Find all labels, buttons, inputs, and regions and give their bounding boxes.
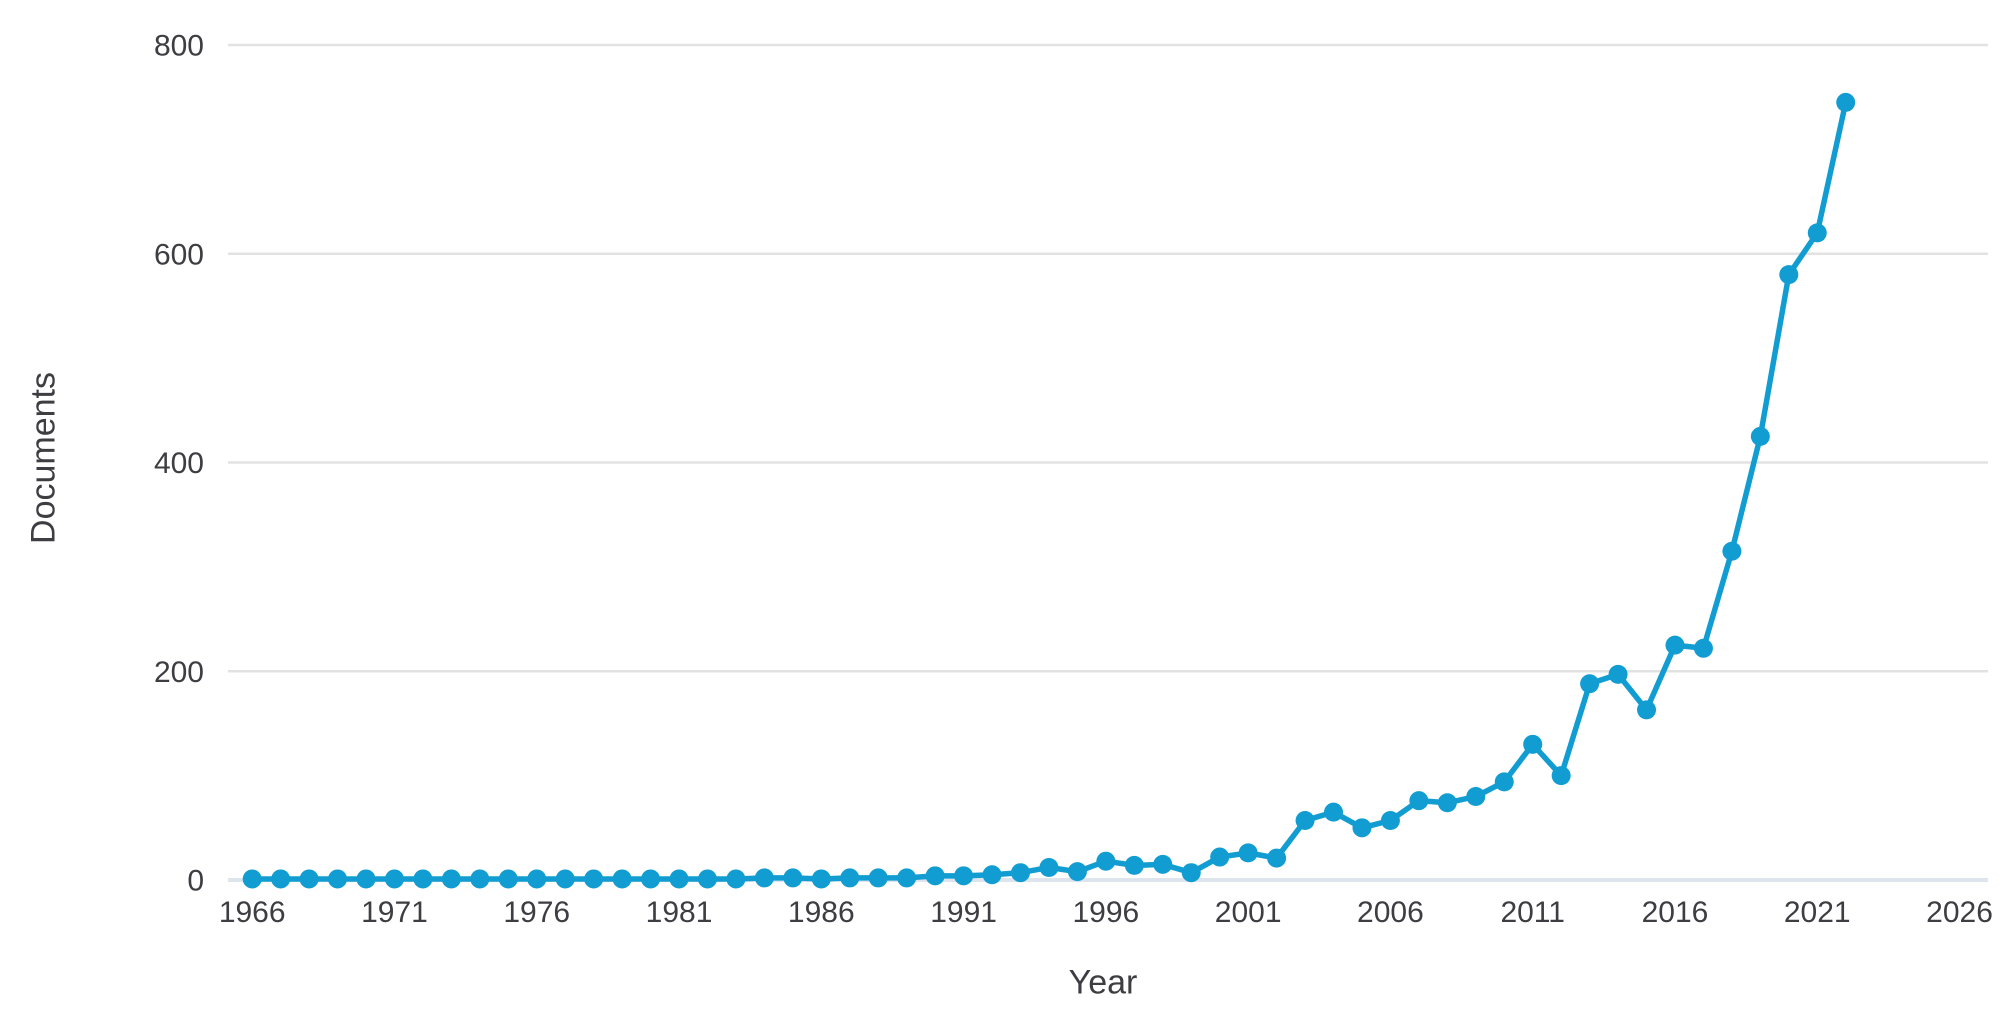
x-tick-label: 1991 [930,896,997,929]
data-point[interactable] [413,869,433,889]
data-point[interactable] [1580,674,1600,694]
data-point[interactable] [1039,857,1059,877]
x-tick-label: 2021 [1784,896,1851,929]
data-point[interactable] [1010,863,1030,883]
data-point[interactable] [527,869,547,889]
y-tick-label: 200 [154,656,204,689]
data-point[interactable] [1807,223,1827,243]
data-point[interactable] [1693,638,1713,658]
x-tick-label: 2006 [1357,896,1424,929]
x-tick-label: 2026 [1926,896,1993,929]
data-point[interactable] [1551,766,1571,786]
data-point[interactable] [1750,426,1770,446]
data-point[interactable] [1181,863,1201,883]
data-point[interactable] [328,869,348,889]
data-point[interactable] [1665,635,1685,655]
data-point[interactable] [299,869,319,889]
data-point[interactable] [470,869,490,889]
data-point[interactable] [669,869,689,889]
data-point[interactable] [356,869,376,889]
x-tick-label: 2001 [1215,896,1282,929]
data-point[interactable] [1153,854,1173,874]
x-tick-label: 2011 [1500,896,1565,929]
data-point[interactable] [1523,734,1543,754]
data-point[interactable] [1494,772,1514,792]
x-tick-label: 1986 [788,896,855,929]
data-point[interactable] [811,869,831,889]
data-point[interactable] [271,869,291,889]
data-point[interactable] [612,869,632,889]
data-point[interactable] [954,866,974,886]
data-point[interactable] [897,868,917,888]
data-point[interactable] [1637,700,1657,720]
y-tick-label: 400 [154,447,204,480]
data-point[interactable] [1466,787,1486,806]
data-point[interactable] [925,866,945,886]
data-point[interactable] [1380,811,1400,831]
x-tick-label: 1996 [1072,896,1139,929]
data-point[interactable] [1238,843,1258,863]
data-point[interactable] [584,869,604,889]
data-point[interactable] [1324,802,1344,822]
data-point[interactable] [1124,855,1144,875]
data-point[interactable] [1779,265,1799,285]
x-tick-label: 1971 [361,896,428,929]
x-tick-label: 1976 [503,896,570,929]
data-point[interactable] [498,869,518,889]
data-point[interactable] [242,869,262,889]
data-point[interactable] [697,869,717,889]
data-point[interactable] [726,869,746,889]
y-tick-label: 0 [187,865,204,898]
data-point[interactable] [1295,811,1315,831]
y-axis-title: Documents [24,372,63,544]
data-point[interactable] [1722,541,1742,561]
data-point[interactable] [1437,793,1457,813]
data-point[interactable] [1352,818,1372,838]
data-point[interactable] [1267,848,1287,868]
data-point[interactable] [754,868,774,888]
data-point[interactable] [982,865,1002,885]
data-point[interactable] [840,868,860,888]
data-point[interactable] [1210,847,1230,867]
x-tick-label: 1981 [646,896,713,929]
data-point[interactable] [1836,92,1856,112]
data-point[interactable] [641,869,661,889]
data-point[interactable] [1608,664,1628,684]
documents-line-series [249,99,1849,882]
data-point[interactable] [1067,862,1087,882]
x-axis-title: Year [1068,963,1138,1002]
y-tick-label: 800 [154,30,204,63]
data-point[interactable] [441,869,461,889]
data-point[interactable] [384,869,404,889]
data-point[interactable] [783,868,803,888]
x-tick-label: 1966 [219,896,286,929]
x-tick-label: 2016 [1642,896,1709,929]
data-point[interactable] [1096,851,1116,871]
data-point[interactable] [555,869,575,889]
y-tick-label: 600 [154,238,204,271]
data-point[interactable] [868,868,888,888]
data-point[interactable] [1409,791,1429,811]
